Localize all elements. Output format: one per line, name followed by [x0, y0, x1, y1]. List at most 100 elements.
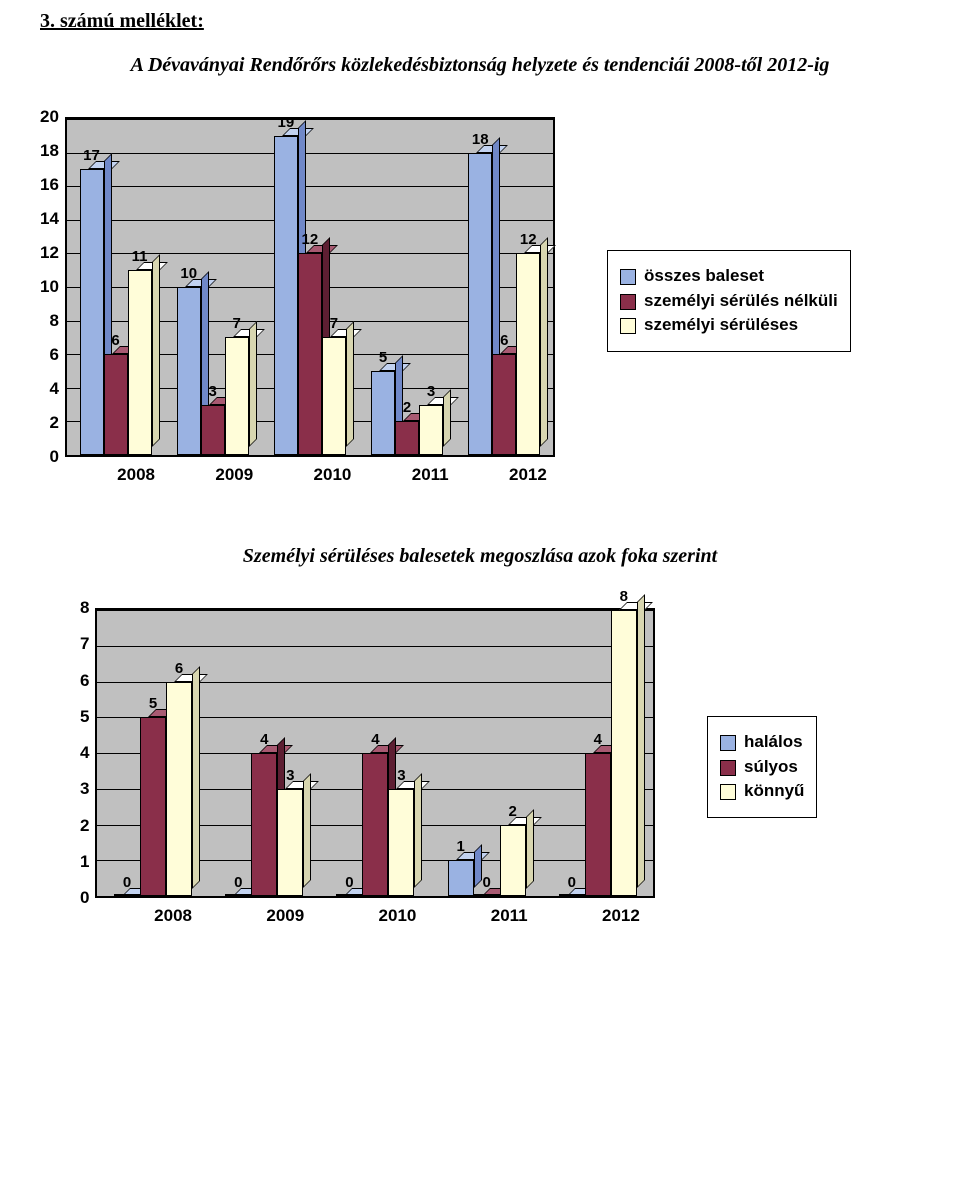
chart1-value-label: 3: [201, 383, 225, 400]
chart2-bar-front: [362, 753, 388, 896]
chart2-plot: 056043043102048: [95, 608, 655, 898]
chart1-value-label: 10: [177, 265, 201, 282]
chart2-bar: 8: [611, 602, 637, 896]
chart2-bar-side: [637, 594, 645, 888]
chart1-bar: 18: [468, 145, 492, 455]
chart2-bar-side: [526, 809, 534, 889]
chart1-bar-front: [128, 270, 152, 455]
chart2-bar-3d: 2: [500, 817, 526, 897]
chart1-value-label: 18: [468, 131, 492, 148]
chart1-legend-swatch: [620, 269, 636, 285]
chart2-bar-3d: 3: [388, 781, 414, 896]
chart1-group: 19127: [274, 128, 346, 455]
chart1-bar-front: [492, 354, 516, 455]
chart1-x-tick: 2012: [509, 465, 547, 485]
chart2-bar-front: [388, 789, 414, 896]
chart1-legend-item: összes baleset: [620, 267, 838, 286]
chart2-bar-front: [474, 894, 500, 896]
chart1-bar-3d: 3: [201, 397, 225, 455]
chart1-gridline: [67, 119, 553, 120]
chart1-bar: 3: [201, 397, 225, 455]
chart2-group: 043: [336, 745, 414, 896]
chart1-value-label: 5: [371, 349, 395, 366]
chart1-plot-row: 201816141210864201761110371912752318612: [40, 117, 577, 457]
chart1-bar-side: [152, 254, 160, 447]
chart1-bar-front: [274, 136, 298, 455]
chart2-bar: 0: [336, 888, 362, 897]
chart2-x-tick: 2008: [154, 906, 192, 926]
chart1-bar-3d: 7: [322, 329, 346, 455]
chart2-x-tick: 2011: [491, 906, 528, 926]
chart2-legend-swatch: [720, 760, 736, 776]
chart1-bar-3d: 5: [371, 363, 395, 455]
chart2-value-label: 4: [251, 731, 277, 748]
chart1-x-tick: 2011: [412, 465, 449, 485]
chart2-legend-label: könnyű: [744, 782, 804, 801]
chart1-group: 18612: [468, 145, 540, 455]
chart2-value-label: 3: [388, 767, 414, 784]
chart1-bar: 17: [80, 161, 104, 455]
chart2-bar-3d: 0: [336, 888, 362, 897]
chart2-value-label: 0: [559, 874, 585, 891]
chart2-bar-3d: 0: [114, 888, 140, 897]
chart2-value-label: 0: [474, 874, 500, 891]
chart1-bar: 12: [516, 245, 540, 455]
chart2-value-label: 2: [500, 803, 526, 820]
chart2-bar-3d: 5: [140, 709, 166, 896]
chart1-y-axis: 20181614121086420: [40, 117, 59, 457]
chart1-value-label: 12: [516, 231, 540, 248]
chart2-bar: 3: [388, 781, 414, 896]
chart2-value-label: 0: [114, 874, 140, 891]
chart1-bar-3d: 7: [225, 329, 249, 455]
chart1-legend-label: összes baleset: [644, 267, 764, 286]
chart1-bar: 7: [225, 329, 249, 455]
chart2-bar-front: [611, 610, 637, 896]
chart2-value-label: 4: [585, 731, 611, 748]
chart2-value-label: 8: [611, 588, 637, 605]
chart2-value-label: 0: [225, 874, 251, 891]
chart2-legend-swatch: [720, 784, 736, 800]
chart2-bar-front: [336, 894, 362, 896]
chart1-bar-front: [104, 354, 128, 455]
chart1-bar: 11: [128, 262, 152, 455]
chart1-x-tick: 2008: [117, 465, 155, 485]
document-title: A Dévaványai Rendőrőrs közlekedésbiztons…: [100, 53, 860, 77]
chart1-value-label: 6: [492, 332, 516, 349]
page: 3. számú melléklet: A Dévaványai Rendőrő…: [0, 0, 960, 1026]
chart1-bar-3d: 2: [395, 413, 419, 455]
chart1-x-tick: 2009: [215, 465, 253, 485]
chart2-value-label: 4: [362, 731, 388, 748]
chart2-x-axis: 20082009201020112012: [117, 906, 677, 926]
chart2-bar-side: [414, 773, 422, 888]
chart2-legend-item: könnyű: [720, 782, 804, 801]
chart2-bar-3d: 6: [166, 674, 192, 897]
chart2-bar-front: [585, 753, 611, 896]
chart1-bar-front: [177, 287, 201, 455]
chart1-group: 17611: [80, 161, 152, 455]
chart2-x-tick: 2012: [602, 906, 640, 926]
chart2-bar: 0: [225, 888, 251, 897]
chart2-bar: 3: [277, 781, 303, 896]
chart2-value-label: 5: [140, 695, 166, 712]
chart2-bar-3d: 4: [362, 745, 388, 896]
chart2-group: 043: [225, 745, 303, 896]
chart1-bar-side: [346, 321, 354, 447]
chart1-bar: 7: [322, 329, 346, 455]
chart1-bar: 6: [492, 346, 516, 455]
chart1-legend-swatch: [620, 294, 636, 310]
chart1-bar-front: [201, 405, 225, 455]
chart1-bar-front: [371, 371, 395, 455]
chart1-bar-3d: 18: [468, 145, 492, 455]
chart2-bar-3d: 4: [585, 745, 611, 896]
chart1-bar-3d: 17: [80, 161, 104, 455]
chart1-bar-front: [395, 421, 419, 455]
chart2-bar-front: [251, 753, 277, 896]
chart2-bar: 6: [166, 674, 192, 897]
chart2-value-label: 6: [166, 660, 192, 677]
chart2-bar-3d: 0: [474, 888, 500, 897]
chart1-bar: 19: [274, 128, 298, 455]
chart1-bar-side: [249, 321, 257, 447]
chart2-legend-label: halálos: [744, 733, 803, 752]
attachment-label: 3. számú melléklet:: [40, 10, 920, 33]
chart1-value-label: 11: [128, 248, 152, 265]
